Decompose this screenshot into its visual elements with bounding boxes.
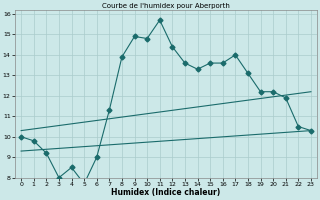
Title: Courbe de l'humidex pour Aberporth: Courbe de l'humidex pour Aberporth <box>102 3 230 9</box>
X-axis label: Humidex (Indice chaleur): Humidex (Indice chaleur) <box>111 188 221 197</box>
